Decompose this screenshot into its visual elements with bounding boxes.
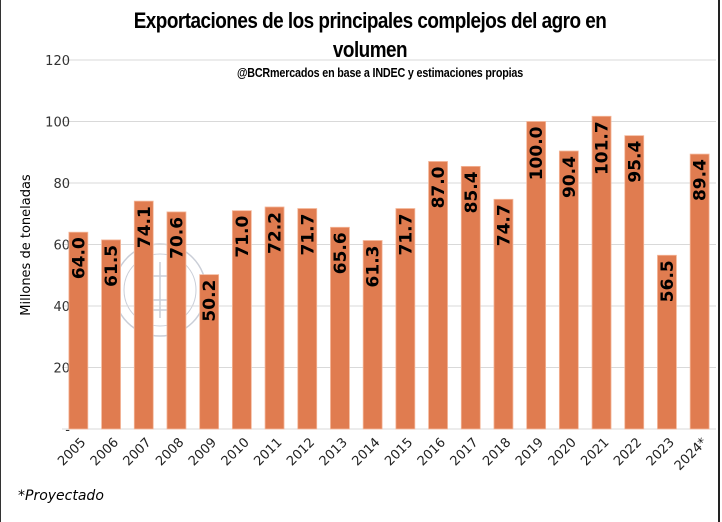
- data-label: 71.7: [396, 214, 416, 256]
- y-tick-label: 60: [53, 239, 70, 254]
- data-label: 87.0: [429, 166, 449, 208]
- bar-2022: [624, 135, 645, 430]
- bar-2007: [133, 200, 154, 430]
- bar-2012: [297, 208, 318, 430]
- x-tick-label: 2019: [513, 435, 547, 469]
- bar-2016: [428, 161, 448, 430]
- x-tick-label: 2007: [121, 435, 155, 469]
- x-tick-label: 2014: [349, 435, 383, 469]
- x-tick-label: 2012: [284, 435, 318, 469]
- x-tick-label: 2021: [578, 435, 612, 469]
- data-label: 61.3: [364, 246, 384, 288]
- data-label: 64.0: [69, 237, 89, 279]
- data-label: 61.5: [102, 245, 122, 287]
- x-tick-label: 2020: [546, 435, 580, 469]
- bar-2009: [199, 274, 220, 430]
- y-tick-label: 100: [45, 116, 70, 131]
- data-label: 89.4: [691, 159, 711, 201]
- bar-2005: [68, 231, 89, 430]
- data-label: 72.2: [266, 212, 286, 254]
- bar-2014: [362, 240, 383, 430]
- x-tick-label: 2015: [382, 435, 416, 469]
- bars: [68, 115, 710, 430]
- x-tick-label: 2010: [219, 435, 253, 469]
- data-label: 101.7: [593, 121, 613, 175]
- bar-2018: [493, 198, 514, 430]
- x-tick-label: 2006: [88, 435, 122, 469]
- x-tick-label: 2005: [55, 435, 89, 469]
- data-label: 85.4: [462, 171, 482, 213]
- y-tick-label: 120: [45, 54, 70, 69]
- watermark-seal-icon: [113, 243, 207, 337]
- bar-2006: [101, 239, 121, 430]
- data-label: 90.4: [560, 156, 580, 198]
- data-label: 50.2: [200, 280, 220, 322]
- data-label: 95.4: [625, 140, 645, 182]
- data-label: 65.6: [331, 232, 351, 274]
- chart-subtitle: @BCRmercados en base a INDEC y estimacio…: [236, 66, 524, 80]
- bar-2017: [460, 165, 481, 430]
- y-tick-label: -: [65, 423, 70, 438]
- data-labels: 64.0 61.5 74.1 70.6 50.2 71.0 72.2 71.7 65.6 61.3…: [69, 121, 710, 321]
- x-tick-label: 2022: [611, 435, 645, 469]
- gridlines: [62, 59, 716, 430]
- bar-2024*: [689, 153, 710, 430]
- bar-2011: [264, 206, 285, 430]
- x-axis-ticks: 2005200620072008200920102011201220132014…: [55, 435, 711, 474]
- x-tick-label: 2016: [415, 435, 449, 469]
- x-tick-label: 2008: [153, 435, 187, 469]
- y-axis-ticks: - 20 40 60 80 100 120: [45, 54, 70, 438]
- data-label: 56.5: [658, 260, 678, 302]
- x-tick-label: 2024*: [672, 435, 711, 474]
- bar-2015: [395, 208, 416, 430]
- data-label: 74.7: [494, 204, 514, 246]
- y-tick-label: 40: [53, 300, 70, 315]
- y-tick-label: 20: [53, 362, 70, 377]
- x-tick-label: 2017: [448, 435, 482, 469]
- bar-2013: [330, 226, 350, 430]
- data-label: 74.1: [135, 206, 155, 248]
- data-label: 71.7: [298, 214, 318, 256]
- bar-2008: [166, 211, 187, 430]
- bar-2020: [558, 150, 579, 430]
- chart-title: Exportaciones de los principales complej…: [133, 8, 607, 62]
- bar-2021: [591, 115, 612, 430]
- data-label: 100.0: [527, 126, 547, 180]
- x-tick-label: 2009: [186, 435, 220, 469]
- footnote: *Proyectado: [18, 488, 104, 504]
- bar-2010: [231, 210, 252, 430]
- data-label: 71.0: [233, 216, 253, 258]
- x-tick-label: 2018: [480, 435, 514, 469]
- x-tick-label: 2013: [317, 435, 351, 469]
- y-tick-label: 80: [53, 177, 70, 192]
- x-tick-label: 2011: [251, 435, 285, 469]
- bar-2019: [526, 121, 547, 430]
- data-label: 70.6: [167, 217, 187, 259]
- bar-2023: [657, 254, 677, 430]
- y-axis-label: Millones de toneladas: [19, 174, 34, 316]
